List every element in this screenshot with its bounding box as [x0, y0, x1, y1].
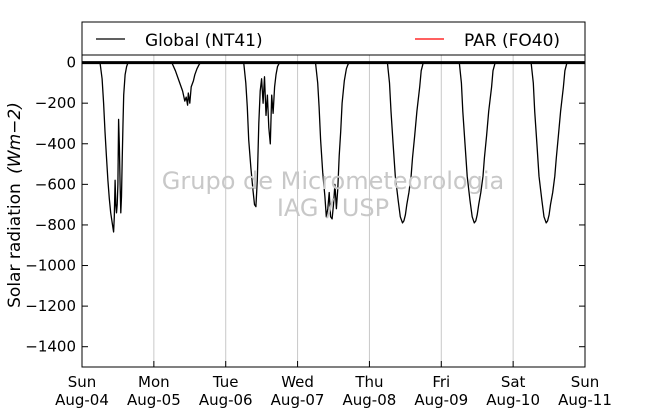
x-tick-label-date: Aug-10: [486, 391, 540, 409]
legend-label-par: PAR (FO40): [464, 31, 560, 51]
y-tick-label: −1200: [25, 297, 76, 315]
x-tick-label-day: Tue: [212, 373, 239, 391]
x-tick-label-day: Sun: [571, 373, 600, 391]
legend: Global (NT41) PAR (FO40): [82, 22, 585, 55]
watermark-line-2: IAG / USP: [277, 194, 389, 222]
y-axis-label-unit: (Wm−2): [5, 102, 25, 174]
y-axis-label-text: Solar radiation: [5, 183, 25, 308]
y-tick-label: 0: [66, 54, 76, 72]
legend-label-global: Global (NT41): [145, 31, 263, 51]
x-tick-label-day: Wed: [281, 373, 314, 391]
x-tick-label-day: Sun: [68, 373, 97, 391]
x-tick-label-day: Mon: [138, 373, 170, 391]
x-tick-label-date: Aug-06: [199, 391, 253, 409]
y-tick-label: −800: [35, 216, 76, 234]
y-tick-label: −600: [35, 175, 76, 193]
x-tick-label-day: Fri: [432, 373, 450, 391]
watermark-line-1: Grupo de Micrometeorologia: [162, 167, 504, 195]
x-axis: SunAug-04MonAug-05TueAug-06WedAug-07ThuA…: [55, 361, 612, 409]
x-tick-label-date: Aug-04: [55, 391, 109, 409]
y-tick-label: −1000: [25, 257, 76, 275]
y-tick-label: −1400: [25, 338, 76, 356]
y-tick-label: −200: [35, 94, 76, 112]
y-tick-label: −400: [35, 135, 76, 153]
x-tick-label-date: Aug-09: [414, 391, 468, 409]
x-tick-label-day: Sat: [501, 373, 526, 391]
x-tick-label-date: Aug-07: [271, 391, 325, 409]
y-axis-label: Solar radiation (Wm−2): [5, 102, 25, 308]
x-tick-label-date: Aug-11: [558, 391, 612, 409]
x-tick-label-date: Aug-08: [343, 391, 397, 409]
x-tick-label-day: Thu: [354, 373, 383, 391]
x-tick-label-date: Aug-05: [127, 391, 181, 409]
